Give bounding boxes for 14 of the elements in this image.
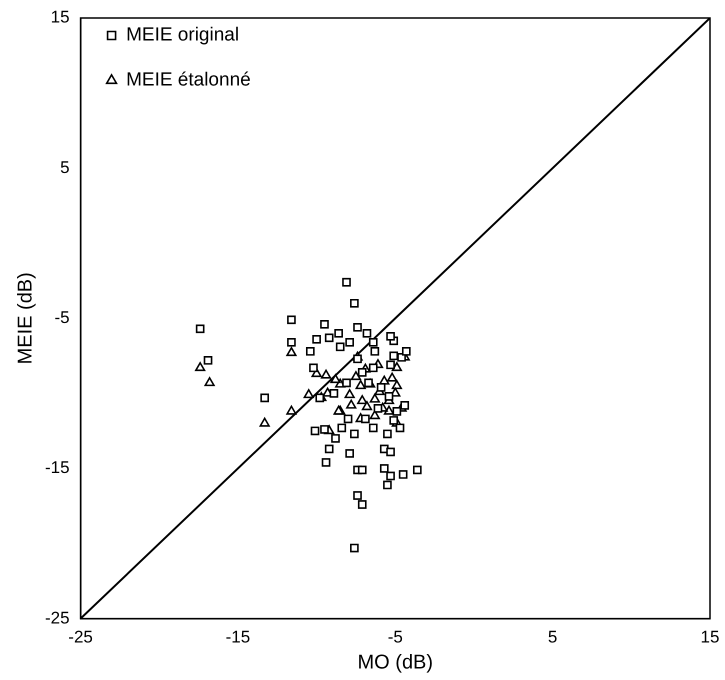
x-tick-label: 15: [700, 627, 720, 646]
x-tick-label: -15: [226, 627, 250, 646]
y-tick-label: -25: [44, 608, 70, 628]
y-tick-label: 15: [50, 8, 70, 27]
y-tick-label: 5: [60, 158, 70, 177]
x-tick-label: -25: [68, 627, 93, 646]
legend-label: MEIE étalonné: [126, 70, 251, 91]
x-tick-label: -5: [388, 627, 403, 646]
y-axis-title: MEIE (dB): [14, 272, 37, 364]
y-tick-label: -5: [54, 308, 70, 327]
x-axis-title: MO (dB): [358, 652, 434, 674]
x-tick-label: 5: [548, 627, 558, 646]
legend-label: MEIE original: [126, 24, 240, 46]
y-tick-label: -15: [44, 458, 70, 478]
